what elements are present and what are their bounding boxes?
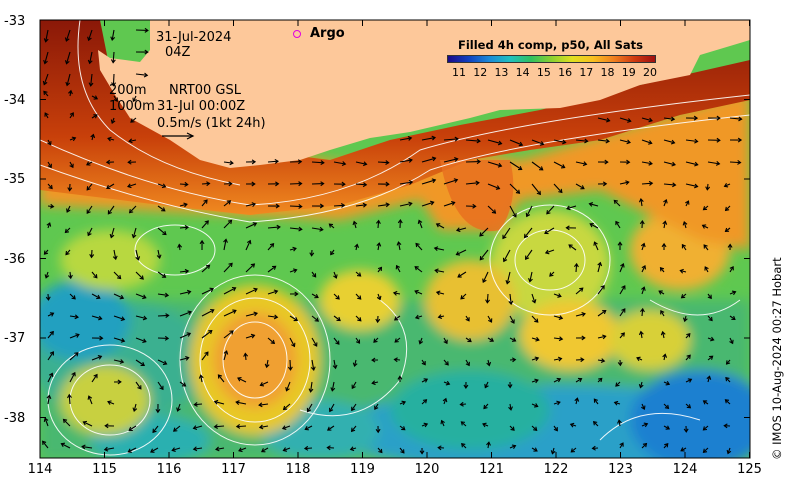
lon-tick: 114: [27, 462, 53, 477]
colorbar-tick: 16: [558, 66, 573, 79]
contour-label-200m: 200m: [109, 83, 147, 98]
velocity-arrows: [42, 27, 743, 455]
lat-tick: -33: [4, 14, 26, 29]
lon-tick: 118: [285, 462, 311, 477]
lon-tick: 115: [92, 462, 117, 477]
argo-label: Argo: [310, 26, 345, 41]
colorbar: [447, 55, 656, 63]
colorbar-tick: 17: [579, 66, 594, 79]
lon-tick: 124: [672, 462, 698, 477]
sst-field: [40, 20, 750, 458]
lon-tick: 122: [543, 462, 569, 477]
argo-marker: [293, 30, 301, 38]
colorbar-tick: 11: [452, 66, 466, 79]
colorbar-tick: 14: [515, 66, 530, 79]
product-time-label: 31-Jul 00:00Z: [157, 99, 246, 114]
colorbar-tick: 20: [642, 66, 657, 79]
lat-tick: -37: [4, 331, 26, 346]
lon-tick: 119: [350, 462, 375, 477]
colorbar-title: Filled 4h comp, p50, All Sats: [458, 38, 643, 52]
lon-tick: 125: [737, 462, 762, 477]
lat-tick: -34: [4, 93, 26, 108]
date-label: 31-Jul-2024: [156, 30, 232, 45]
colorbar-tick: 15: [536, 66, 551, 79]
lon-tick: 116: [156, 462, 182, 477]
lat-tick: -38: [4, 411, 26, 426]
credit-text: © IMOS 10-Aug-2024 00:27 Hobart: [770, 257, 784, 460]
lat-tick: -36: [4, 252, 26, 267]
colorbar-tick: 19: [621, 66, 636, 79]
colorbar-tick: 18: [600, 66, 615, 79]
lat-tick: -35: [4, 172, 26, 187]
colorbar-ticks: 11 12 13 14 15 16 17 18 19 20: [452, 66, 657, 79]
colorbar-tick: 13: [494, 66, 509, 79]
lon-tick: 123: [608, 462, 633, 477]
lon-tick: 117: [221, 462, 246, 477]
time-label: 04Z: [165, 45, 191, 60]
product-label: NRT00 GSL: [169, 83, 241, 98]
colorbar-tick: 12: [473, 66, 488, 79]
velocity-scale-label: 0.5m/s (1kt 24h): [157, 116, 266, 131]
velocity-scale-arrow: [162, 132, 195, 140]
lon-tick: 121: [479, 462, 504, 477]
contour-label-1000m: 1000m: [109, 99, 155, 114]
lon-tick: 120: [414, 462, 440, 477]
